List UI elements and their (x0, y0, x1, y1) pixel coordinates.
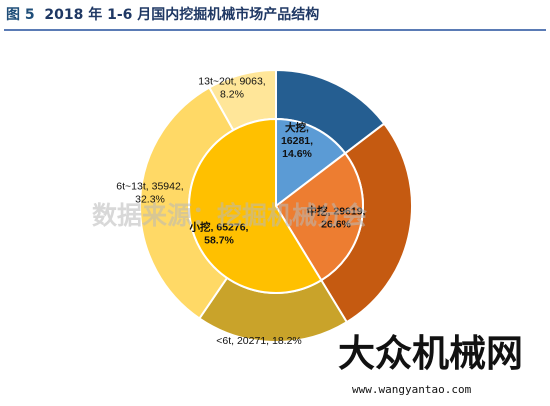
inner-slice-2 (274, 151, 364, 282)
inner-slice-3 (188, 117, 323, 294)
brand-logo: 大众机械网 www.wangyantao.com (338, 332, 523, 396)
outer-3-label: 6t~13t, 35942, 32.3% (116, 181, 183, 206)
inner-slice-1 (275, 117, 347, 209)
inner-1-label: 中挖, 29619, 26.6% (307, 205, 366, 231)
outer-4-label: 13t~20t, 9063, 8.2% (198, 76, 265, 101)
inner-ring (188, 117, 364, 294)
inner-0-label: 大挖, 16281, 14.6% (281, 121, 313, 160)
figure-label: 图 5 (6, 7, 35, 23)
source-watermark: 数据来源：挖掘机械分会 (92, 201, 367, 230)
inner-2-label: 小挖, 65276, 58.7% (189, 221, 249, 247)
brand-url: www.wangyantao.com (352, 383, 472, 396)
figure-title-text: 2018 年 1-6 月国内挖掘机械市场产品结构 (44, 7, 320, 23)
outer-2-label: <6t, 20271, 18.2% (216, 335, 302, 347)
outer-ring (139, 68, 413, 343)
figure-title: 图 5 2018 年 1-6 月国内挖掘机械市场产品结构 (6, 4, 319, 24)
slice-labels: 大挖, 16281, 14.6% 中挖, 29619, 26.6% 小挖, 65276, 5… (116, 76, 365, 348)
brand-logo-text: 大众机械网 (338, 332, 523, 375)
title-rule (4, 29, 546, 31)
